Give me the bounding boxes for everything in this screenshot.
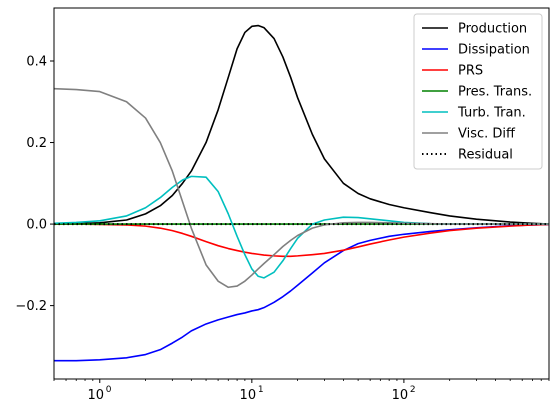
legend-label: Production <box>458 22 527 37</box>
legend: Production Dissipation PRS Pres. Trans. Turb… <box>413 13 543 170</box>
x-tick-label: 10 <box>88 388 105 403</box>
legend-label: PRS <box>458 64 483 79</box>
series-line-prs <box>54 223 550 258</box>
y-tick-label: 0.0 <box>26 218 47 233</box>
x-tick-label: 10 <box>392 388 409 403</box>
legend-label: Residual <box>458 148 513 163</box>
y-tick-label: 0.4 <box>26 55 47 70</box>
legend-label: Pres. Trans. <box>458 85 532 100</box>
series-line-dissipation <box>54 223 550 362</box>
y-tick-label: 0.2 <box>26 136 47 151</box>
x-tick-exponent: 2 <box>410 385 416 395</box>
x-tick-label: 10 <box>240 388 257 403</box>
legend-label: Turb. Tran. <box>457 106 526 121</box>
y-tick-label: −0.2 <box>15 299 47 314</box>
series-layer <box>53 24 550 362</box>
legend-box <box>413 13 543 170</box>
legend-label: Visc. Diff <box>458 127 516 142</box>
series-line-production <box>53 24 550 225</box>
axes-frame <box>53 7 550 380</box>
legend-label: Dissipation <box>458 43 530 58</box>
tick-layer: 0.40.20.0−0.210 0 10 1 10 2 <box>15 55 550 403</box>
x-tick-exponent: 1 <box>258 385 264 395</box>
series-line-visc-diff <box>53 87 549 289</box>
x-tick-exponent: 0 <box>106 385 112 395</box>
